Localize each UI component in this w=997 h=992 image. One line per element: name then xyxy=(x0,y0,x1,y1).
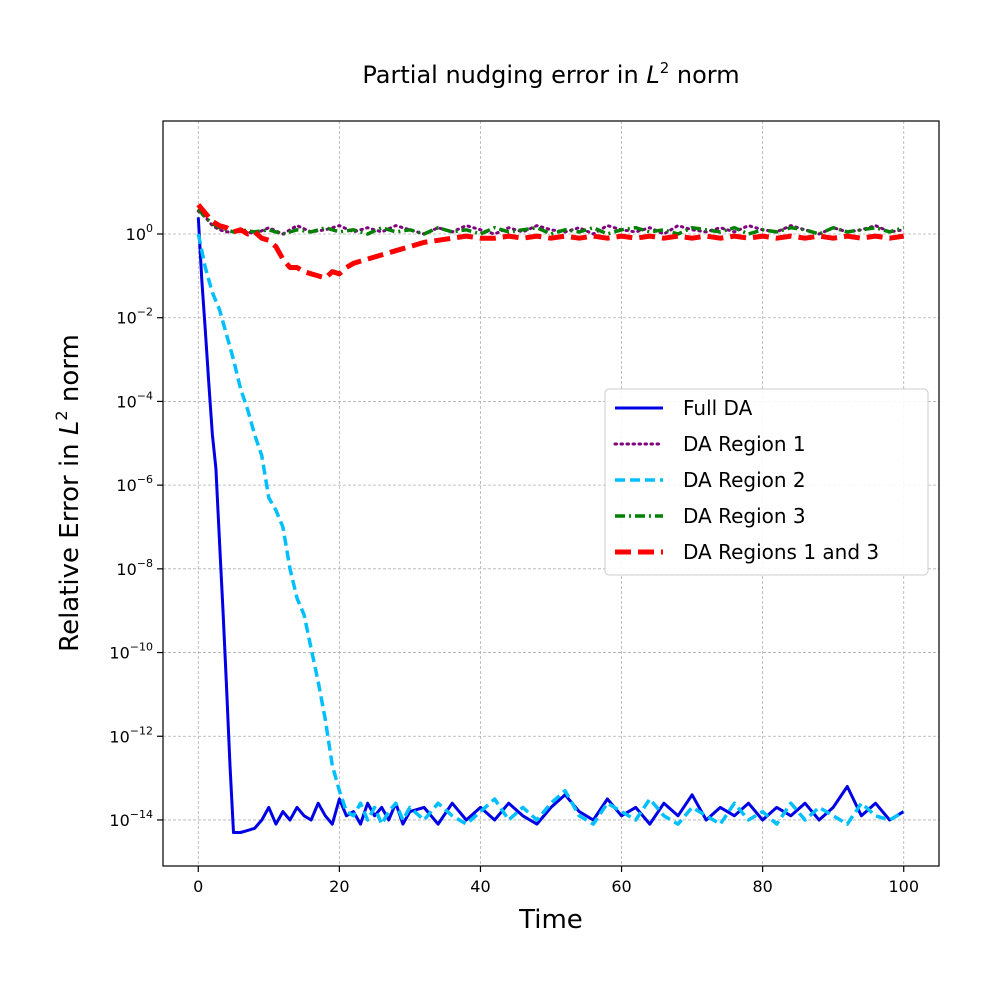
series-line-5 xyxy=(196,203,905,281)
x-tick-label: 20 xyxy=(329,877,349,896)
series-line-3 xyxy=(196,233,905,826)
y-axis-ticks: 100 10−2 10−4 10−6 10−8 10−10 10−12 10−14 xyxy=(109,222,163,830)
legend-box xyxy=(604,388,929,576)
x-tick-label: 40 xyxy=(470,877,490,896)
series-line-2 xyxy=(196,209,906,236)
x-axis-label: Time xyxy=(518,905,583,935)
x-axis-ticks: 0 20 40 60 80 100 xyxy=(193,866,919,896)
y-tick-label: 10−8 xyxy=(116,557,153,579)
y-axis-label: Relative Error in L2 norm xyxy=(52,334,85,652)
legend: Full DA DA Region 1 DA Region 2 DA Region 3… xyxy=(604,388,929,576)
plot-frame xyxy=(162,120,940,867)
y-tick-label: 10−14 xyxy=(109,808,153,830)
y-tick-label: 10−10 xyxy=(109,641,153,663)
series-line-1 xyxy=(196,217,905,834)
x-tick-label: 80 xyxy=(752,877,772,896)
legend-label-5: DA Regions 1 and 3 xyxy=(683,540,879,564)
legend-label-1: Full DA xyxy=(683,396,753,420)
y-tick-label: 100 xyxy=(126,222,153,244)
legend-label-3: DA Region 2 xyxy=(683,468,806,492)
legend-label-2: DA Region 1 xyxy=(683,432,806,456)
y-tick-label: 10−12 xyxy=(109,724,153,746)
y-tick-label: 10−6 xyxy=(116,473,153,495)
x-tick-label: 60 xyxy=(611,877,631,896)
chart-title: Partial nudging error in L2 norm xyxy=(362,59,739,89)
x-tick-label: 0 xyxy=(193,877,203,896)
y-tick-label: 10−2 xyxy=(116,306,153,328)
y-tick-label: 10−4 xyxy=(116,389,153,411)
legend-label-4: DA Region 3 xyxy=(683,504,806,528)
x-tick-label: 100 xyxy=(888,877,919,896)
series-group xyxy=(196,203,906,834)
